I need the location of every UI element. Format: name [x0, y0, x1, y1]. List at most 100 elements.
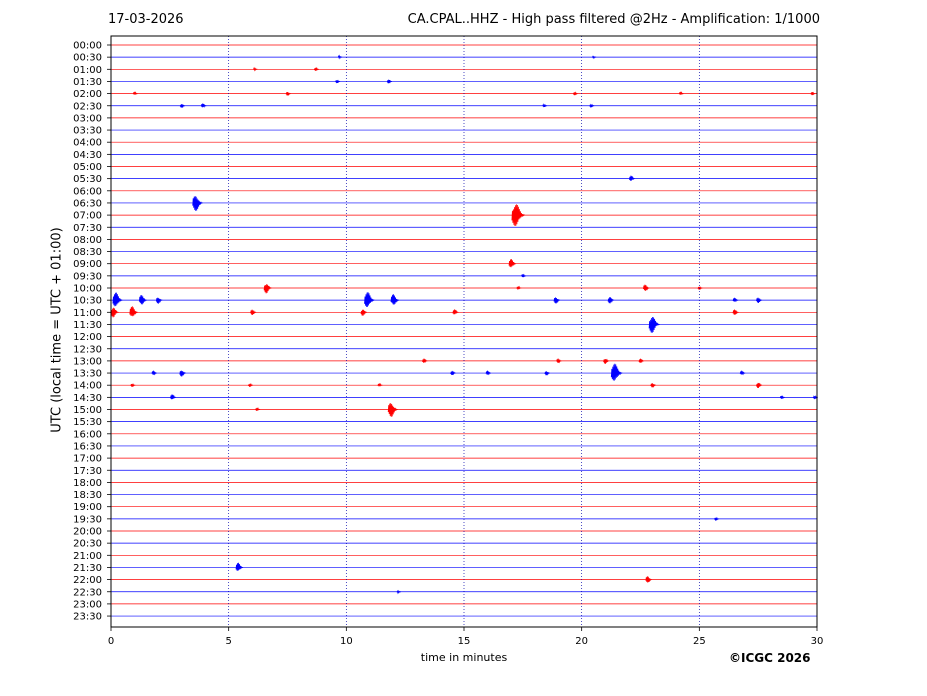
- y-tick-label: 12:00: [73, 332, 102, 343]
- y-tick-label: 19:00: [73, 502, 102, 513]
- y-tick-label: 03:00: [73, 113, 102, 124]
- event-wiggle: [255, 407, 261, 411]
- y-tick-label: 04:30: [73, 150, 102, 161]
- event-wiggle: [516, 285, 522, 290]
- event-wiggle: [132, 91, 138, 95]
- event-wiggle: [235, 562, 244, 571]
- event-wiggle: [544, 371, 550, 376]
- y-tick-label: 17:30: [73, 466, 102, 477]
- x-tick-label: 0: [108, 636, 114, 647]
- event-wiggle: [337, 54, 343, 60]
- y-tick-label: 05:30: [73, 174, 102, 185]
- y-tick-label: 00:00: [73, 41, 102, 52]
- chart-title: CA.CPAL..HHZ - High pass filtered @2Hz -…: [407, 12, 820, 27]
- y-tick-label: 06:00: [73, 186, 102, 197]
- y-tick-label: 05:00: [73, 162, 102, 173]
- event-wiggle: [151, 370, 157, 376]
- event-wiggle: [192, 196, 203, 211]
- event-wiggle: [714, 516, 720, 521]
- event-wiggle: [386, 79, 393, 84]
- x-tick-label: 5: [225, 636, 231, 647]
- event-wiggle: [390, 294, 400, 305]
- x-tick-label: 20: [575, 636, 588, 647]
- event-wiggle: [739, 370, 746, 376]
- event-wiggle: [155, 297, 163, 304]
- y-tick-label: 14:00: [73, 381, 102, 392]
- event-wiggle: [648, 316, 660, 334]
- x-axis-label: time in minutes: [420, 651, 508, 664]
- x-tick-label: 30: [811, 636, 824, 647]
- event-wiggle: [779, 395, 785, 399]
- date-label: 17-03-2026: [108, 12, 184, 27]
- event-wiggle: [110, 307, 119, 318]
- y-tick-label: 11:30: [73, 320, 102, 331]
- y-tick-label: 01:00: [73, 65, 102, 76]
- y-tick-label: 12:30: [73, 344, 102, 355]
- y-tick-label: 21:30: [73, 563, 102, 574]
- y-tick-label: 21:00: [73, 551, 102, 562]
- y-tick-label: 16:30: [73, 441, 102, 452]
- plot-frame: [110, 35, 818, 628]
- y-tick-label: 22:00: [73, 575, 102, 586]
- y-tick-label: 16:00: [73, 429, 102, 440]
- event-wiggle: [643, 284, 650, 291]
- event-wiggle: [603, 358, 610, 364]
- event-wiggle: [130, 383, 136, 387]
- copyright-label: ©ICGC 2026: [729, 651, 811, 665]
- grid-group: [228, 36, 700, 627]
- event-wiggle: [179, 104, 185, 109]
- y-tick-label: 10:30: [73, 296, 102, 307]
- y-tick-label: 17:00: [73, 454, 102, 465]
- y-tick-label: 04:00: [73, 138, 102, 149]
- event-wiggle: [508, 259, 517, 268]
- y-tick-label: 07:30: [73, 223, 102, 234]
- event-wiggle: [179, 370, 186, 377]
- event-wiggle: [542, 103, 548, 108]
- y-tick-label: 09:30: [73, 271, 102, 282]
- x-tick-label: 25: [693, 636, 706, 647]
- y-tick-label: 11:00: [73, 308, 102, 319]
- event-wiggle: [200, 103, 207, 108]
- event-wiggle: [610, 363, 623, 381]
- event-wiggle: [756, 297, 763, 303]
- event-wiggle: [650, 383, 656, 388]
- event-wiggle: [629, 175, 635, 181]
- y-tick-label: 14:30: [73, 393, 102, 404]
- event-wiggle: [253, 66, 258, 72]
- y-tick-label: 15:30: [73, 417, 102, 428]
- event-wiggle: [645, 576, 652, 583]
- event-wiggle: [553, 297, 561, 304]
- y-tick-label: 08:00: [73, 235, 102, 246]
- event-wiggle: [314, 66, 319, 71]
- y-tick-label: 10:00: [73, 284, 102, 295]
- event-wiggle: [138, 295, 147, 305]
- y-tick-label: 06:30: [73, 198, 102, 209]
- y-tick-label: 18:00: [73, 478, 102, 489]
- y-tick-label: 13:00: [73, 356, 102, 367]
- x-tick-group: 0 5 10 15 20 25 30: [108, 627, 824, 647]
- x-tick-label: 10: [340, 636, 353, 647]
- event-wiggle: [732, 297, 739, 303]
- y-tick-label: 15:00: [73, 405, 102, 416]
- event-wiggle: [248, 382, 254, 387]
- event-wiggle: [511, 204, 526, 227]
- y-tick-label: 01:30: [73, 77, 102, 88]
- y-tick-label: 03:30: [73, 126, 102, 137]
- y-tick-label: 22:30: [73, 587, 102, 598]
- event-wiggle: [112, 292, 123, 307]
- event-wiggle: [129, 306, 138, 317]
- event-wiggle: [250, 309, 257, 316]
- event-wiggle: [170, 394, 177, 400]
- event-wiggle: [756, 382, 763, 388]
- y-tick-label: 02:30: [73, 101, 102, 112]
- y-tick-label: 00:30: [73, 53, 102, 64]
- event-wiggle: [396, 589, 401, 595]
- y-tick-label: 19:30: [73, 514, 102, 525]
- event-wiggle: [364, 292, 375, 307]
- y-tick-label: 02:00: [73, 89, 102, 100]
- trace-group: [110, 44, 818, 617]
- event-wiggle: [450, 370, 456, 376]
- event-wiggle: [485, 370, 492, 376]
